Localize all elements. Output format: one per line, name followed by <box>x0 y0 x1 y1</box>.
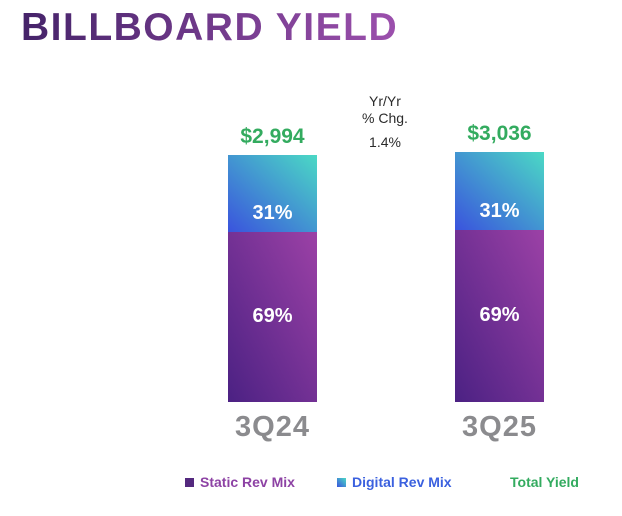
bar-group-3q25: $3,036 31% 69% <box>455 122 544 402</box>
static-rev-segment-3q25: 69% <box>455 229 544 402</box>
yoy-heading-line1: Yr/Yr <box>369 93 401 109</box>
category-label-3q25: 3Q25 <box>462 411 537 443</box>
digital-rev-segment-3q25: 31% <box>455 152 544 230</box>
static-pct-label-3q25: 69% <box>479 304 520 327</box>
page-title: BILLBOARD YIELD <box>21 6 399 49</box>
static-rev-segment-3q24: 69% <box>228 231 317 402</box>
chart-legend: Static Rev Mix Digital Rev Mix Total Yie… <box>0 474 622 494</box>
stacked-bar-3q24: 31% 69% <box>228 155 317 402</box>
static-rev-mix-swatch-icon <box>185 477 194 487</box>
digital-pct-label-3q25: 31% <box>479 199 520 222</box>
legend-item-static-rev-mix: Static Rev Mix <box>185 474 295 490</box>
legend-label-total: Total Yield <box>510 474 579 490</box>
bar-group-3q24: $2,994 31% 69% <box>228 125 317 402</box>
legend-item-digital-rev-mix: Digital Rev Mix <box>337 474 452 490</box>
digital-pct-label-3q24: 31% <box>252 201 293 224</box>
legend-item-total-yield: Total Yield <box>510 474 579 490</box>
total-yield-label-3q24: $2,994 <box>240 125 305 148</box>
category-label-3q24: 3Q24 <box>235 411 310 443</box>
total-yield-label-3q25: $3,036 <box>467 122 532 145</box>
digital-rev-mix-swatch-icon <box>337 477 346 487</box>
legend-label-digital: Digital Rev Mix <box>352 474 452 490</box>
digital-rev-segment-3q24: 31% <box>228 155 317 232</box>
stacked-bar-3q25: 31% 69% <box>455 152 544 402</box>
yoy-change-block: Yr/Yr % Chg. 1.4% <box>340 93 430 151</box>
yoy-change-value: 1.4% <box>369 134 401 150</box>
yoy-heading-line2: % Chg. <box>362 110 408 126</box>
static-pct-label-3q24: 69% <box>252 305 293 328</box>
legend-label-static: Static Rev Mix <box>200 474 295 490</box>
